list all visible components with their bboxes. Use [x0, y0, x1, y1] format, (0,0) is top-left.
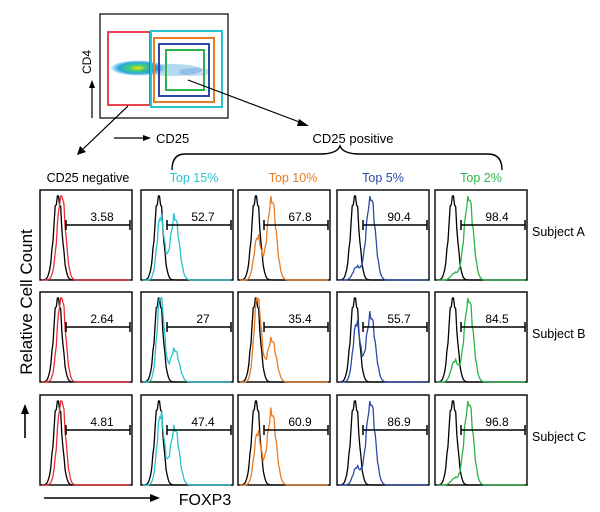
column-title-4: Top 2%	[460, 171, 502, 185]
control-histogram	[436, 400, 525, 486]
sample-histogram	[339, 195, 427, 281]
histogram-panel: 67.8	[237, 189, 331, 281]
gate-percentage-label: 55.7	[387, 312, 411, 326]
sample-histogram	[240, 297, 328, 383]
histogram-panel: 47.4	[140, 394, 234, 486]
histogram-panel: 96.8	[434, 394, 528, 486]
arrow-to-cd25-positive-head	[297, 119, 309, 126]
histogram-panel: 90.4	[336, 189, 430, 281]
histogram-grid: CD25 negative Top 15% Top 10% Top 5% Top 2% S…	[39, 171, 586, 486]
gate-percentage-label: 96.8	[485, 415, 509, 429]
histogram-panel: 4.81	[39, 394, 133, 486]
histogram-panel: 27	[140, 291, 234, 383]
histogram-panel: 52.7	[140, 189, 234, 281]
control-histogram	[41, 400, 130, 486]
control-histogram	[436, 195, 525, 281]
control-histogram	[239, 195, 328, 281]
control-histogram	[436, 297, 525, 383]
cd25-positive-bracket	[171, 144, 503, 171]
row-label-1: Subject B	[532, 327, 586, 341]
histogram-panel: 55.7	[336, 291, 430, 383]
sample-histogram	[240, 195, 328, 281]
gate-percentage-label: 35.4	[288, 312, 312, 326]
gating-plot-cloud	[110, 60, 211, 76]
gating-plot-frame	[99, 13, 229, 119]
control-histogram	[142, 400, 231, 486]
sample-histogram	[437, 400, 525, 486]
gate-top5	[158, 43, 210, 97]
gate-percentage-label: 47.4	[191, 415, 215, 429]
gating-y-label: CD4	[80, 50, 94, 74]
row-label-2: Subject C	[532, 430, 586, 444]
control-histogram	[41, 297, 130, 383]
gate-top15	[150, 30, 223, 108]
control-histogram	[338, 297, 427, 383]
control-histogram	[41, 195, 130, 281]
gate-percentage-label: 27	[196, 312, 210, 326]
sample-histogram	[437, 297, 525, 383]
gate-top2	[165, 49, 205, 91]
sample-histogram	[437, 195, 525, 281]
sample-histogram	[143, 296, 231, 383]
bracket-label: CD25 positive	[313, 131, 394, 146]
gate-percentage-label: 84.5	[485, 312, 509, 326]
histogram-panel: 60.9	[237, 394, 331, 486]
control-histogram	[239, 400, 328, 486]
arrow-to-cd25-negative	[81, 105, 129, 151]
sample-histogram	[42, 195, 130, 281]
sample-histogram	[42, 400, 130, 486]
sample-histogram	[240, 407, 328, 486]
histogram-panel: 98.4	[434, 189, 528, 281]
gate-percentage-label: 4.81	[90, 415, 114, 429]
gating-x-arrowhead	[143, 135, 151, 141]
y-axis-arrowhead	[21, 404, 29, 414]
control-histogram	[142, 195, 231, 281]
histogram-panel: 35.4	[237, 291, 331, 383]
sample-histogram	[339, 400, 427, 486]
column-title-3: Top 5%	[362, 171, 404, 185]
column-title-1: Top 15%	[170, 171, 219, 185]
sample-histogram	[42, 297, 130, 383]
x-axis-label: FOXP3	[179, 492, 232, 509]
gate-percentage-label: 67.8	[288, 210, 312, 224]
arrow-to-cd25-positive	[187, 79, 303, 124]
x-axis-arrowhead	[150, 494, 160, 502]
gate-percentage-label: 2.64	[90, 312, 114, 326]
gating-y-arrowhead	[89, 80, 95, 88]
gate-top10	[153, 37, 215, 103]
sample-histogram	[339, 311, 427, 383]
sample-histogram	[143, 411, 231, 486]
gate-percentage-label: 86.9	[387, 415, 411, 429]
gate-percentage-label: 98.4	[485, 210, 509, 224]
sample-histogram	[143, 212, 231, 281]
histogram-panel: 3.58	[39, 189, 133, 281]
gating-x-label: CD25	[156, 131, 189, 146]
histogram-panel: 2.64	[39, 291, 133, 383]
histogram-panel: 86.9	[336, 394, 430, 486]
gate-percentage-label: 3.58	[90, 210, 114, 224]
control-histogram	[338, 400, 427, 486]
histogram-panel: 84.5	[434, 291, 528, 383]
control-histogram	[338, 195, 427, 281]
y-axis-label: Relative Cell Count	[17, 229, 36, 375]
gating-plot: CD4 CD25	[80, 13, 229, 146]
gate-percentage-label: 52.7	[191, 210, 215, 224]
arrow-to-cd25-negative-head	[77, 146, 86, 155]
gate-percentage-label: 60.9	[288, 415, 312, 429]
column-title-0: CD25 negative	[47, 171, 130, 185]
row-label-0: Subject A	[532, 225, 585, 239]
column-title-2: Top 10%	[269, 171, 318, 185]
gate-percentage-label: 90.4	[387, 210, 411, 224]
